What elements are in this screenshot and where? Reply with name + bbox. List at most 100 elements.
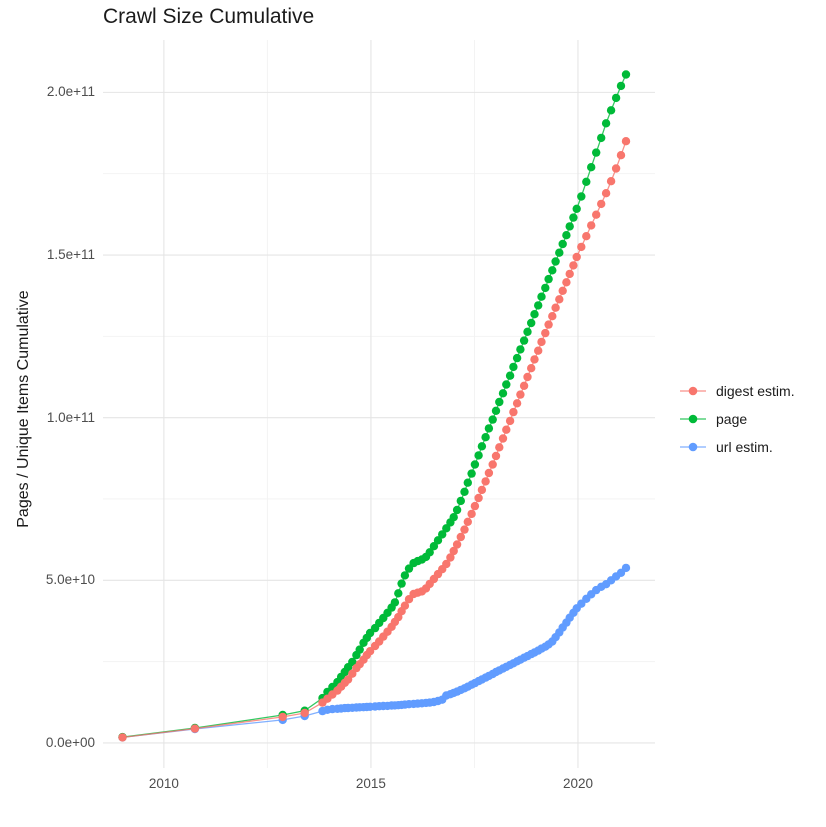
data-point-digest-estim bbox=[477, 485, 487, 495]
data-point-digest-estim bbox=[481, 477, 490, 486]
legend-key-page-icon bbox=[680, 414, 706, 424]
data-point-digest-estim bbox=[452, 540, 462, 549]
data-point-digest-estim bbox=[558, 286, 567, 295]
data-point-page bbox=[512, 353, 522, 363]
legend-item-digest-estim: digest estim. bbox=[678, 381, 795, 401]
data-point-digest-estim bbox=[300, 708, 309, 718]
data-point-page bbox=[394, 589, 403, 598]
data-point-page bbox=[481, 433, 490, 442]
x-tick-label: 2020 bbox=[562, 776, 593, 791]
legend-label: url estim. bbox=[716, 439, 773, 455]
data-point-digest-estim bbox=[495, 443, 504, 452]
data-point-page bbox=[548, 266, 557, 275]
data-point-page bbox=[565, 222, 574, 231]
y-tick-label: 5.0e+10 bbox=[45, 572, 95, 588]
data-point-page bbox=[544, 274, 553, 284]
data-point-page bbox=[551, 257, 560, 266]
data-point-page bbox=[495, 397, 504, 407]
data-point-page bbox=[452, 505, 462, 515]
y-tick-label: 0.0e+00 bbox=[45, 734, 95, 750]
data-point-page bbox=[429, 542, 439, 551]
data-point-digest-estim bbox=[523, 372, 532, 382]
data-point-digest-estim bbox=[467, 509, 476, 519]
data-point-page bbox=[442, 524, 451, 533]
data-point-page bbox=[467, 469, 476, 478]
data-point-page bbox=[509, 362, 518, 372]
data-point-digest-estim bbox=[400, 601, 410, 610]
data-point-page bbox=[616, 81, 626, 91]
data-point-page bbox=[463, 478, 472, 487]
data-point-digest-estim bbox=[509, 407, 518, 417]
data-point-digest-estim bbox=[565, 269, 574, 279]
data-point-digest-estim bbox=[519, 381, 529, 390]
data-point-digest-estim bbox=[470, 501, 480, 511]
data-point-digest-estim bbox=[592, 210, 601, 219]
data-point-page bbox=[541, 283, 550, 293]
data-point-page bbox=[348, 657, 357, 667]
data-point-digest-estim bbox=[534, 346, 543, 355]
data-point-digest-estim bbox=[365, 647, 375, 656]
data-point-digest-estim bbox=[498, 434, 508, 443]
data-point-page bbox=[502, 380, 511, 389]
legend-key-url-estim-icon bbox=[680, 442, 706, 452]
data-point-page bbox=[425, 548, 434, 557]
y-tick-label: 2.0e+11 bbox=[46, 84, 95, 100]
gridlines-major bbox=[103, 40, 655, 768]
legend-item-page: page bbox=[678, 409, 795, 429]
data-point-digest-estim bbox=[502, 425, 511, 434]
data-point-digest-estim bbox=[569, 261, 578, 270]
data-point-digest-estim bbox=[530, 355, 539, 364]
data-point-page bbox=[449, 513, 458, 522]
data-point-page bbox=[460, 487, 469, 496]
y-tick-label: 1.5e+11 bbox=[46, 247, 95, 263]
data-point-page bbox=[523, 327, 532, 336]
data-point-digest-estim bbox=[577, 242, 586, 252]
data-point-page bbox=[582, 177, 591, 186]
data-point-page bbox=[355, 645, 364, 654]
data-point-page bbox=[397, 579, 406, 588]
data-point-page bbox=[558, 239, 567, 249]
data-point-digest-estim bbox=[516, 390, 525, 399]
data-point-digest-estim bbox=[474, 493, 483, 503]
data-point-digest-estim bbox=[456, 532, 465, 542]
data-point-digest-estim bbox=[551, 303, 560, 312]
data-point-digest-estim bbox=[449, 546, 458, 556]
data-point-page bbox=[592, 148, 601, 157]
data-point-page bbox=[484, 424, 494, 433]
data-point-page bbox=[438, 530, 447, 539]
gridlines-minor bbox=[103, 40, 655, 768]
data-point-digest-estim bbox=[597, 199, 606, 209]
data-point-page bbox=[577, 192, 586, 201]
data-point-page bbox=[569, 213, 578, 222]
data-point-page bbox=[400, 571, 410, 580]
data-point-digest-estim bbox=[562, 278, 571, 287]
chart-title: Crawl Size Cumulative bbox=[103, 5, 315, 28]
data-point-page bbox=[505, 371, 515, 380]
data-point-page bbox=[470, 460, 480, 469]
data-point-digest-estim bbox=[616, 151, 626, 160]
data-point-digest-estim bbox=[582, 232, 591, 241]
series-page bbox=[118, 70, 631, 742]
y-tick-label: 1.0e+11 bbox=[46, 409, 95, 425]
data-point-digest-estim bbox=[621, 137, 631, 146]
data-point-page bbox=[621, 70, 631, 79]
x-tick-label: 2015 bbox=[355, 776, 386, 791]
data-point-digest-estim bbox=[442, 559, 451, 569]
data-point-digest-estim bbox=[548, 312, 557, 321]
data-point-digest-estim bbox=[527, 364, 536, 373]
data-point-digest-estim bbox=[544, 320, 553, 329]
data-point-digest-estim bbox=[541, 328, 550, 338]
data-point-digest-estim bbox=[463, 517, 472, 526]
data-point-digest-estim bbox=[606, 177, 616, 186]
data-point-page bbox=[555, 248, 564, 257]
data-point-page bbox=[572, 204, 581, 213]
data-point-page bbox=[404, 564, 414, 573]
x-tick-label: 2010 bbox=[148, 776, 179, 791]
data-point-page bbox=[498, 389, 508, 398]
data-point-url-estim bbox=[621, 563, 631, 573]
data-point-page bbox=[587, 163, 596, 172]
legend-label: page bbox=[716, 411, 748, 427]
data-point-page bbox=[534, 301, 543, 310]
